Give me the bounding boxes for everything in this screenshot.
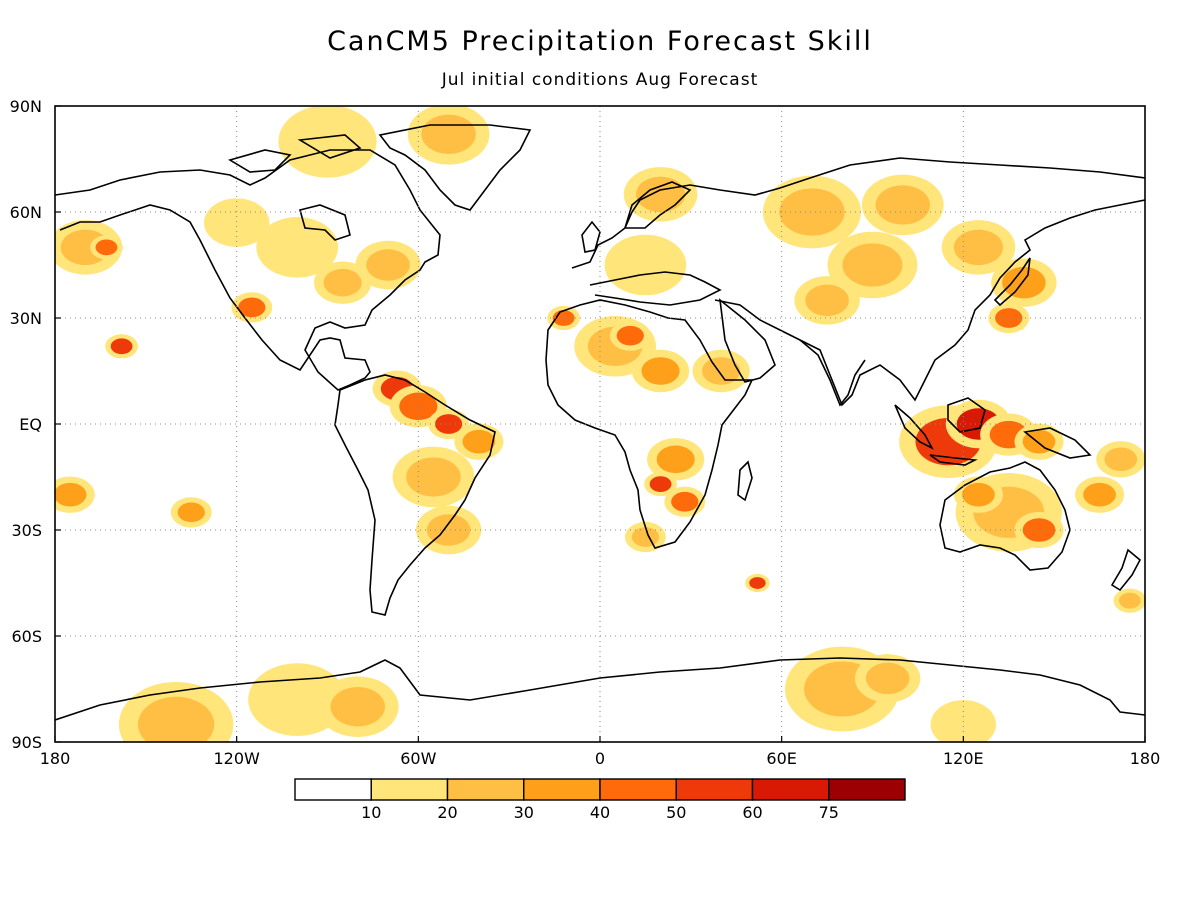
skill-blob: [779, 188, 845, 236]
colorbar-swatch: [599, 778, 677, 801]
colorbar: 10 20 30 40 50 60 75: [294, 778, 906, 822]
skill-blob: [434, 414, 463, 434]
skill-blob: [656, 445, 695, 474]
lat-tick-label: 30S: [11, 521, 42, 540]
skill-blob: [1118, 592, 1141, 609]
skill-blob: [616, 325, 644, 346]
coastline-antarctica: [55, 657, 1145, 721]
map-title: CanCM5 Precipitation Forecast Skill: [327, 26, 873, 57]
colorbar-label: 40: [590, 803, 610, 822]
coastline-borneo: [947, 397, 986, 433]
coastline-asia: [714, 199, 1145, 407]
coastline-hudson-bay: [299, 204, 351, 241]
colorbar-label: 30: [514, 803, 534, 822]
coastline-british-isles: [581, 220, 601, 253]
skill-blob: [421, 114, 476, 154]
lat-tick-label: EQ: [19, 415, 42, 434]
skill-blob: [805, 284, 849, 317]
lon-tick-label: 120E: [943, 749, 984, 768]
coastline-sumatra: [894, 404, 934, 450]
skill-blob: [1002, 266, 1046, 299]
coastline-greenland: [378, 124, 532, 211]
lat-tick-label: 90N: [10, 97, 42, 116]
skill-blob: [702, 357, 741, 385]
skill-field: [55, 106, 1145, 742]
colorbar-label: 20: [437, 803, 457, 822]
lon-tick-label: 120W: [213, 749, 260, 768]
colorbar-swatch: [294, 778, 372, 801]
coastline-south-america: [334, 374, 496, 616]
coastline-new-guinea: [1023, 427, 1092, 459]
skill-blob: [962, 482, 995, 507]
lat-tick-label: 30N: [10, 309, 42, 328]
skill-blob: [842, 243, 903, 287]
coastline-north-america: [55, 149, 441, 391]
skill-blob: [953, 229, 1003, 266]
skill-blob: [995, 308, 1023, 328]
colorbar-label: 75: [819, 803, 839, 822]
skill-blob: [137, 696, 215, 742]
colorbar-label: 10: [361, 803, 381, 822]
skill-blob: [636, 176, 686, 213]
skill-blob: [95, 239, 118, 256]
colorbar-swatch: [828, 778, 906, 801]
coastlines: [55, 124, 1145, 721]
coastline-scandinavia: [623, 181, 692, 229]
colorbar-label: 60: [742, 803, 762, 822]
skill-blob: [875, 185, 931, 225]
coastline-new-zealand: [1110, 548, 1142, 592]
graticule: [55, 106, 1145, 742]
skill-blob: [1022, 518, 1056, 542]
colorbar-swatch: [675, 778, 754, 801]
coastline-europe: [571, 157, 1145, 269]
skill-blob: [214, 206, 259, 239]
skill-blob: [366, 249, 410, 281]
skill-blob: [1083, 482, 1116, 507]
skill-blob: [323, 268, 362, 297]
coastline-australia: [939, 461, 1071, 571]
coastline-mediterranean: [589, 271, 722, 306]
lat-tick-label: 60N: [10, 203, 42, 222]
skill-blob: [330, 686, 386, 727]
coastline-japan: [993, 257, 1031, 307]
colorbar-swatch: [446, 778, 525, 801]
lat-tick-label: 60S: [11, 627, 42, 646]
skill-blob: [618, 245, 673, 285]
skill-blob: [641, 357, 680, 385]
lon-tick-label: 180: [1130, 749, 1161, 768]
coastline-madagascar: [737, 460, 753, 502]
skill-blob: [462, 429, 496, 454]
lon-tick-label: 180: [40, 749, 71, 768]
skill-blob: [269, 227, 325, 268]
colorbar-swatch: [523, 778, 601, 801]
skill-blob: [1104, 447, 1138, 472]
coastline-india: [799, 339, 866, 407]
coastline-arabia: [718, 298, 776, 383]
lat-tick-label: 90S: [11, 733, 42, 752]
colorbar-label: 50: [666, 803, 686, 822]
skill-blob: [406, 457, 461, 497]
skill-blob: [110, 338, 133, 355]
map-subtitle: Jul initial conditions Aug Forecast: [441, 70, 759, 90]
skill-blob: [264, 675, 330, 724]
coastline-africa: [545, 299, 754, 549]
coastline-java: [929, 454, 978, 466]
skill-blob: [238, 297, 266, 318]
lon-tick-label: 0: [595, 749, 605, 768]
skill-blob: [649, 476, 672, 492]
lon-tick-label: 60E: [766, 749, 796, 768]
colorbar-swatch: [751, 778, 830, 801]
lon-tick-label: 60W: [400, 749, 436, 768]
colorbar-swatch: [370, 778, 449, 801]
skill-blob: [671, 491, 699, 512]
skill-blob: [294, 117, 361, 165]
coastline-arctic-islands: [228, 134, 362, 173]
skill-blob: [177, 502, 205, 523]
skill-blob: [941, 708, 986, 741]
skill-blob: [55, 482, 87, 507]
skill-blob: [865, 662, 910, 695]
skill-blob: [749, 577, 766, 589]
